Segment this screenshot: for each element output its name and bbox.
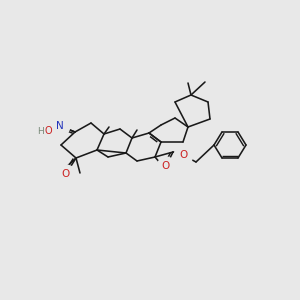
Point (164, 164, 168, 168)
Point (43, 129, 47, 134)
Point (64, 172, 68, 176)
Point (58, 124, 62, 128)
Text: H: H (38, 127, 44, 136)
Text: O: O (44, 126, 52, 136)
Text: N: N (56, 121, 64, 131)
Point (181, 153, 185, 158)
Text: O: O (179, 150, 187, 160)
Text: O: O (62, 169, 70, 179)
Text: O: O (162, 161, 170, 171)
